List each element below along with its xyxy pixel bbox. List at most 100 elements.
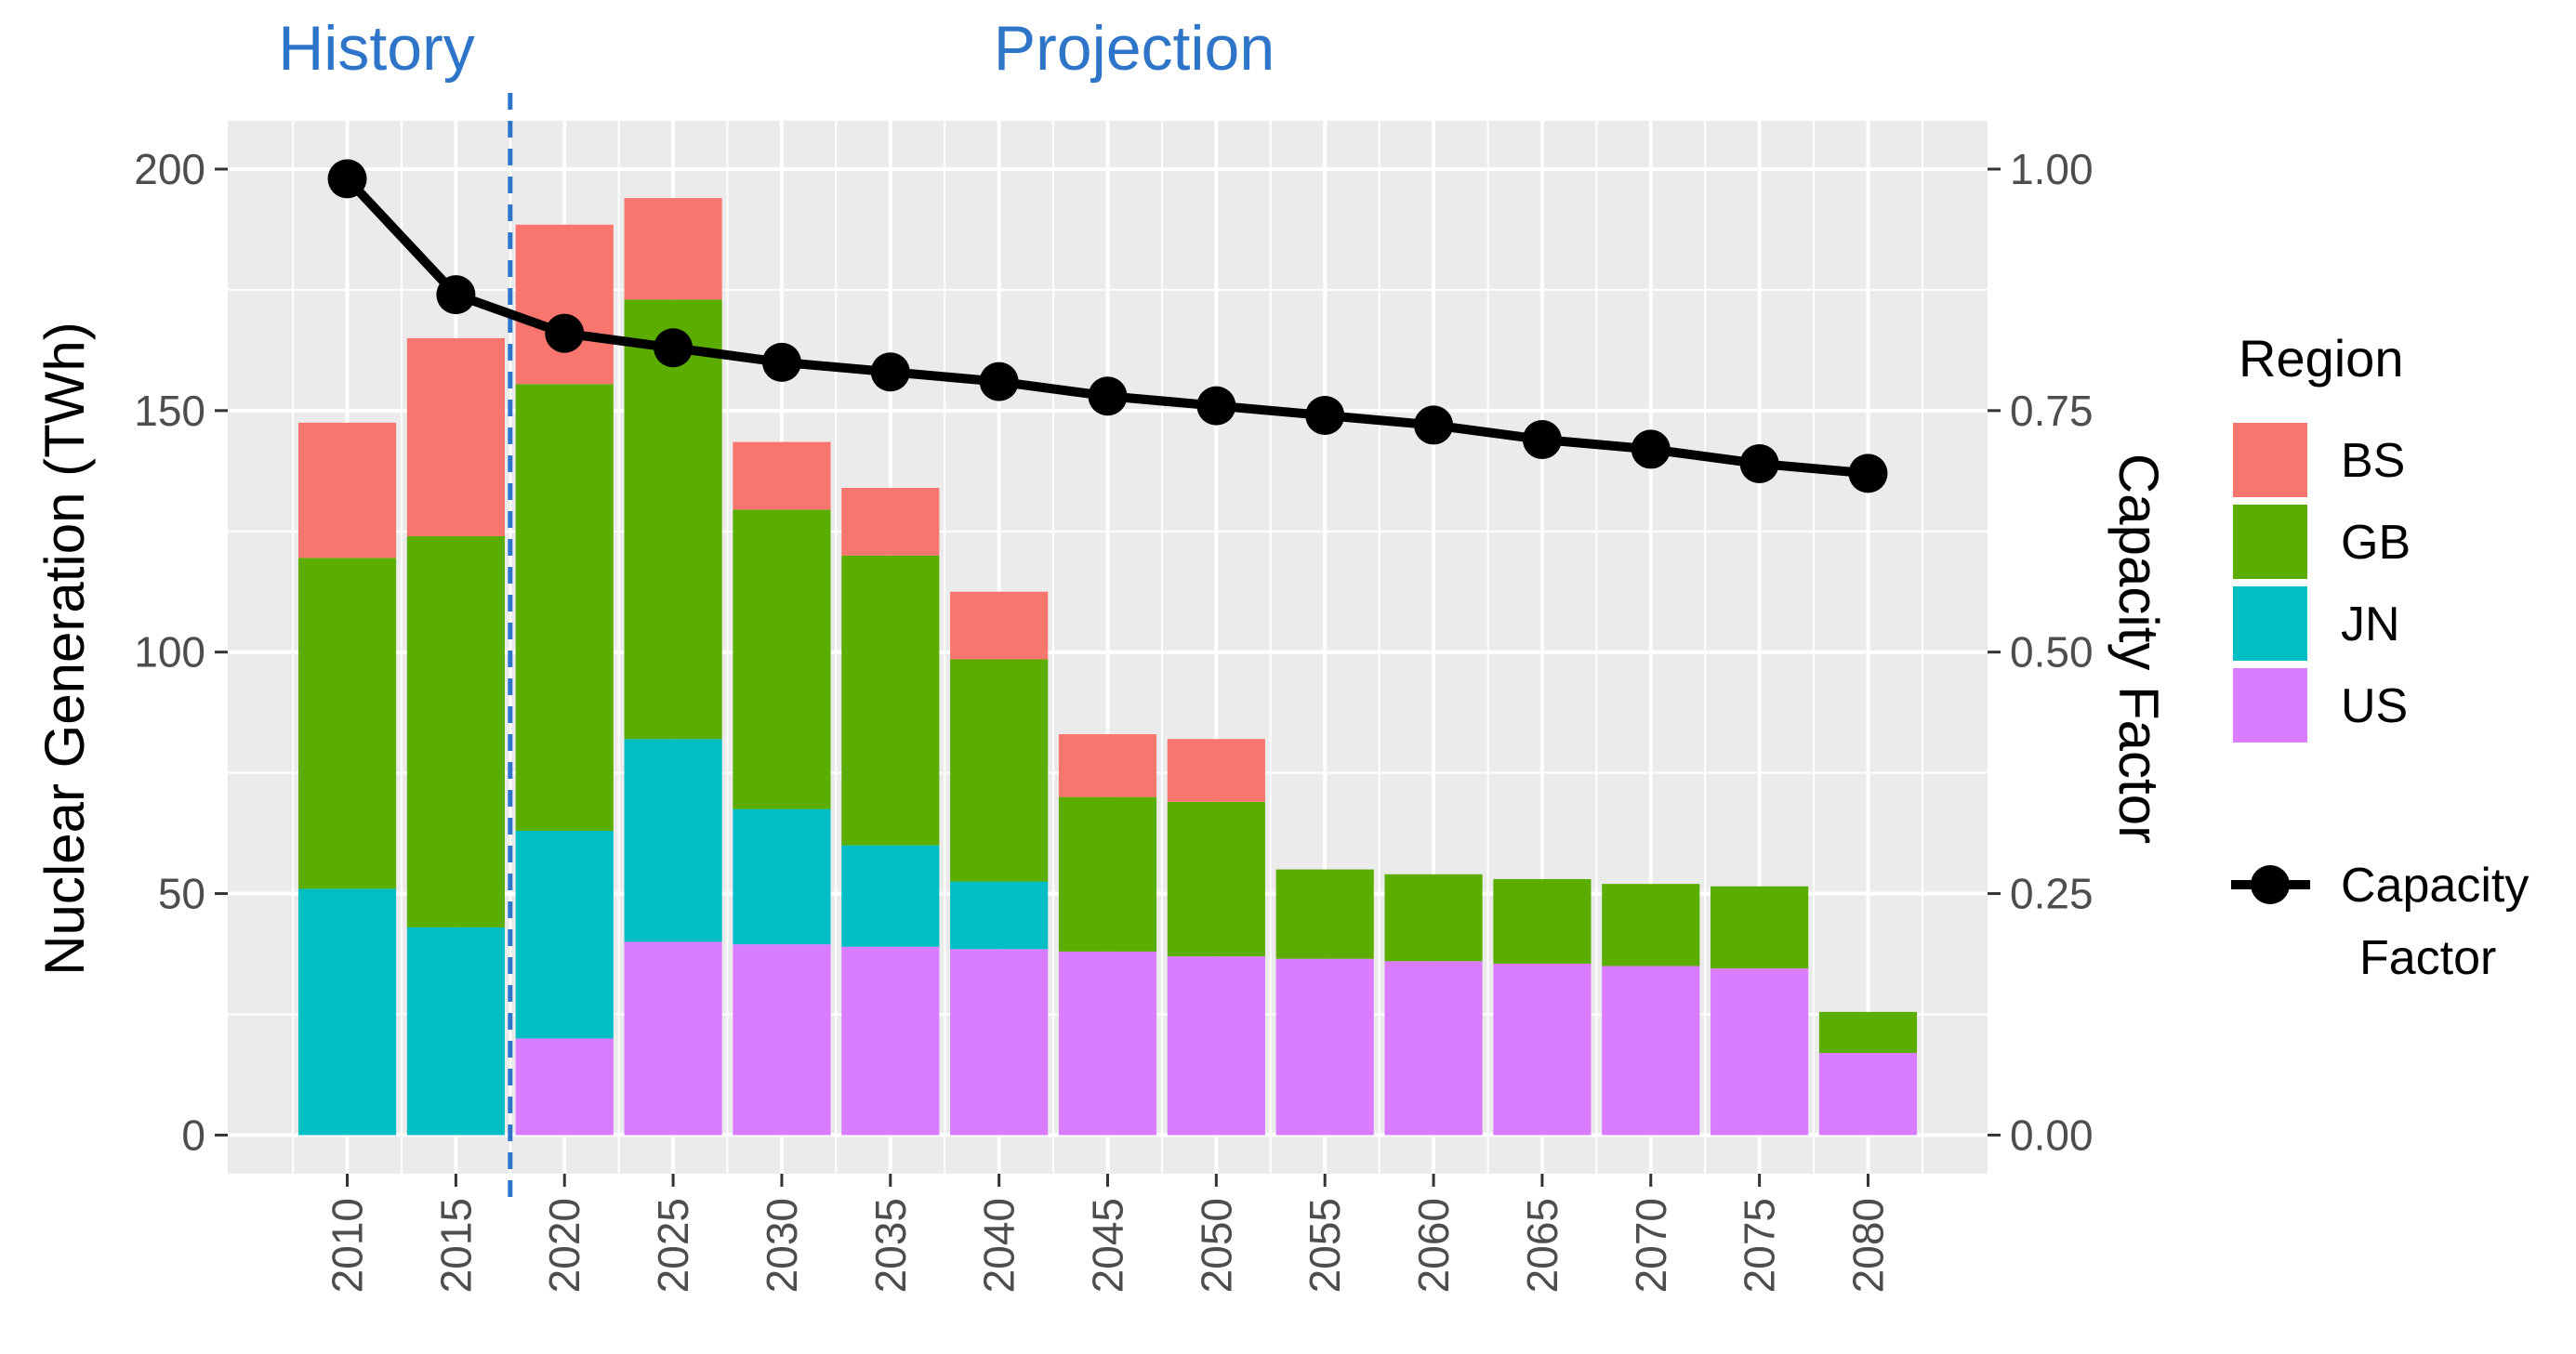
bar-bs-2040 xyxy=(950,591,1049,660)
capacity-factor-point-2025 xyxy=(654,328,694,368)
capacity-factor-point-2035 xyxy=(870,352,910,392)
bar-gb-2025 xyxy=(624,299,722,740)
bar-jn-2035 xyxy=(841,845,940,947)
right-y-axis: 0.00 0.25 0.50 0.75 1.00 xyxy=(1988,145,2094,1159)
legend-swatch-gb xyxy=(2233,505,2307,579)
x-tick-label-2010: 2010 xyxy=(324,1198,372,1293)
legend-swatch-us xyxy=(2233,668,2307,743)
capacity-factor-point-2015 xyxy=(436,275,476,315)
x-tick-label-2045: 2045 xyxy=(1084,1198,1132,1293)
bar-bs-2010 xyxy=(297,422,397,559)
bar-jn-2030 xyxy=(733,808,831,945)
y-left-tick-label: 100 xyxy=(134,628,205,677)
bar-jn-2010 xyxy=(297,888,397,1136)
legend-items: BS GB JN US xyxy=(2233,423,2411,743)
bar-gb-2050 xyxy=(1167,801,1265,957)
bar-gb-2080 xyxy=(1818,1011,1918,1054)
bar-jn-2015 xyxy=(406,927,505,1136)
x-tick-label-2075: 2075 xyxy=(1736,1198,1784,1293)
legend-label-gb: GB xyxy=(2341,516,2411,570)
bar-us-2075 xyxy=(1711,968,1809,1136)
legend-swatch-jn xyxy=(2233,586,2307,661)
left-y-axis: 0 50 100 150 200 xyxy=(134,145,228,1159)
x-tick-label-2050: 2050 xyxy=(1192,1198,1240,1293)
y-left-tick-label: 150 xyxy=(134,387,205,435)
y-right-tick-label: 0.50 xyxy=(2010,628,2094,677)
bar-bs-2035 xyxy=(841,487,940,556)
legend-label-bs: BS xyxy=(2341,434,2405,488)
legend-capacity-factor-label-2: Factor xyxy=(2359,931,2496,985)
history-label: History xyxy=(278,13,475,84)
capacity-factor-point-2075 xyxy=(1739,444,1779,484)
bar-us-2070 xyxy=(1602,966,1700,1136)
bar-bs-2045 xyxy=(1058,734,1157,797)
bar-gb-2040 xyxy=(950,659,1049,882)
bar-us-2025 xyxy=(624,941,722,1136)
capacity-factor-point-2020 xyxy=(545,313,585,353)
bar-us-2020 xyxy=(515,1038,614,1136)
capacity-factor-point-2060 xyxy=(1414,405,1454,445)
y-right-tick-label: 0.00 xyxy=(2010,1111,2094,1159)
bar-us-2065 xyxy=(1493,963,1592,1136)
y-right-tick-label: 1.00 xyxy=(2010,145,2094,193)
legend-label-us: US xyxy=(2341,679,2408,733)
x-tick-label-2070: 2070 xyxy=(1627,1198,1675,1293)
x-tick-label-2035: 2035 xyxy=(866,1198,915,1293)
projection-label: Projection xyxy=(994,13,1275,84)
bar-us-2050 xyxy=(1167,956,1265,1136)
legend: Region BS GB JN US Capacity Factor xyxy=(2231,329,2529,985)
bar-gb-2030 xyxy=(733,509,831,809)
bar-us-2035 xyxy=(841,946,940,1136)
x-tick-label-2065: 2065 xyxy=(1518,1198,1566,1293)
y-left-tick-label: 0 xyxy=(181,1111,205,1159)
y-axis-title-right: Capacity Factor xyxy=(2107,454,2170,844)
legend-title: Region xyxy=(2239,329,2403,388)
capacity-factor-point-2045 xyxy=(1088,376,1128,416)
bar-gb-2035 xyxy=(841,555,940,846)
bar-us-2080 xyxy=(1818,1053,1918,1136)
legend-swatch-bs xyxy=(2233,423,2307,497)
bar-gb-2060 xyxy=(1384,874,1483,962)
y-left-tick-label: 50 xyxy=(158,870,205,918)
x-tick-label-2080: 2080 xyxy=(1843,1198,1892,1293)
capacity-factor-point-2050 xyxy=(1196,386,1236,426)
capacity-factor-point-2055 xyxy=(1305,396,1345,436)
bar-jn-2025 xyxy=(624,739,722,942)
bar-gb-2065 xyxy=(1493,878,1592,964)
bar-us-2040 xyxy=(950,949,1049,1136)
legend-capacity-factor-label-1: Capacity xyxy=(2341,859,2529,913)
x-tick-label-2020: 2020 xyxy=(540,1198,588,1293)
bar-us-2045 xyxy=(1058,951,1157,1136)
y-right-tick-label: 0.25 xyxy=(2010,870,2094,918)
legend-label-jn: JN xyxy=(2341,598,2400,651)
x-tick-label-2060: 2060 xyxy=(1409,1198,1458,1293)
bar-jn-2020 xyxy=(515,830,614,1039)
x-tick-label-2030: 2030 xyxy=(758,1198,806,1293)
bar-bs-2020 xyxy=(515,224,614,385)
bar-jn-2040 xyxy=(950,881,1049,950)
x-tick-label-2025: 2025 xyxy=(649,1198,697,1293)
bar-gb-2045 xyxy=(1058,796,1157,952)
capacity-factor-point-2010 xyxy=(327,159,367,199)
bar-us-2055 xyxy=(1275,958,1374,1136)
bar-bs-2030 xyxy=(733,441,831,510)
bar-bs-2050 xyxy=(1167,739,1265,802)
capacity-factor-point-2040 xyxy=(979,362,1019,401)
legend-capacity-factor-marker xyxy=(2251,865,2290,904)
capacity-factor-point-2080 xyxy=(1848,454,1888,493)
bar-bs-2015 xyxy=(406,337,505,536)
y-axis-title-left: Nuclear Generation (TWh) xyxy=(33,322,96,976)
capacity-factor-point-2070 xyxy=(1631,429,1671,469)
bars xyxy=(297,198,1918,1136)
bar-us-2030 xyxy=(733,944,831,1136)
bar-gb-2055 xyxy=(1275,869,1374,959)
capacity-factor-point-2065 xyxy=(1522,420,1562,460)
capacity-factor-line xyxy=(327,159,1888,493)
bar-gb-2070 xyxy=(1602,884,1700,966)
bar-bs-2025 xyxy=(624,198,722,300)
capacity-factor-point-2030 xyxy=(761,342,801,382)
bar-gb-2075 xyxy=(1711,886,1809,969)
x-tick-label-2015: 2015 xyxy=(431,1198,480,1293)
x-tick-label-2040: 2040 xyxy=(975,1198,1024,1293)
